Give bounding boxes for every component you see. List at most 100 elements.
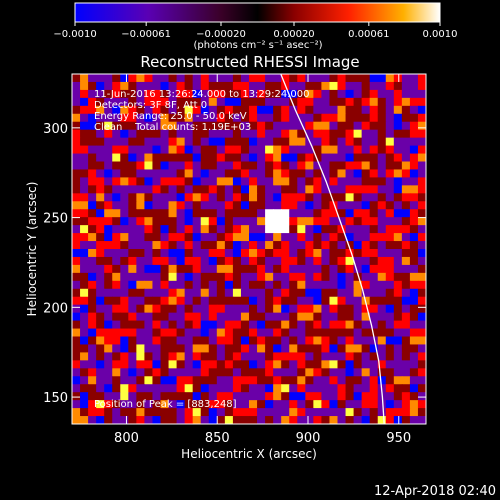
- heatmap-cell: [353, 376, 363, 385]
- heatmap-cell: [345, 201, 355, 210]
- heatmap-cell: [289, 376, 298, 385]
- heatmap-cell: [385, 320, 395, 330]
- heatmap-cell: [80, 241, 89, 250]
- heatmap-cell: [128, 360, 137, 369]
- heatmap-cell: [305, 81, 314, 91]
- heatmap-cell: [337, 169, 347, 178]
- heatmap-cell: [96, 392, 105, 401]
- heatmap-cell: [112, 97, 121, 107]
- heatmap-cell: [136, 336, 146, 346]
- heatmap-cell: [216, 400, 226, 409]
- heatmap-cell: [112, 368, 121, 377]
- heatmap-cell: [176, 344, 186, 353]
- heatmap-cell: [337, 153, 347, 163]
- heatmap-cell: [273, 233, 282, 242]
- heatmap-cell: [257, 153, 266, 163]
- heatmap-cell: [305, 344, 314, 353]
- heatmap-cell: [401, 344, 411, 353]
- heatmap-cell: [417, 153, 426, 163]
- heatmap-cell: [257, 121, 266, 131]
- heatmap-cell: [377, 320, 387, 330]
- heatmap-cell: [353, 296, 363, 306]
- heatmap-cell: [208, 384, 218, 393]
- heatmap-cell: [385, 296, 395, 306]
- heatmap-cell: [329, 113, 339, 123]
- heatmap-cell: [168, 368, 178, 377]
- heatmap-cell: [80, 89, 89, 99]
- heatmap-cell: [329, 320, 339, 330]
- heatmap-cell: [393, 336, 403, 346]
- heatmap-cell: [377, 113, 387, 123]
- heatmap-cell: [393, 400, 403, 409]
- heatmap-cell: [136, 201, 146, 210]
- heatmap-cell: [281, 368, 290, 377]
- heatmap-cell: [337, 304, 347, 314]
- heatmap-cell: [136, 121, 146, 131]
- heatmap-cell: [232, 384, 242, 393]
- heatmap-cell: [249, 376, 258, 385]
- heatmap-cell: [176, 169, 186, 178]
- heatmap-cell: [281, 376, 290, 385]
- heatmap-cell: [281, 201, 290, 210]
- heatmap-cell: [273, 296, 282, 306]
- heatmap-cell: [192, 121, 202, 131]
- heatmap-cell: [353, 225, 363, 234]
- heatmap-cell: [257, 193, 266, 202]
- heatmap-cell: [88, 360, 97, 369]
- plot-frame: [71, 73, 427, 425]
- heatmap-cell: [281, 392, 290, 401]
- heatmap-cell: [313, 74, 323, 83]
- y-tick-label: 300: [43, 122, 68, 137]
- heatmap-cell: [216, 320, 226, 330]
- heatmap-cell: [329, 352, 339, 361]
- heatmap-cell: [345, 129, 355, 139]
- heatmap-cell: [88, 193, 97, 202]
- heatmap-cell: [249, 233, 258, 242]
- heatmap-cell: [88, 225, 97, 234]
- heatmap-cell: [401, 145, 411, 155]
- heatmap-cell: [393, 89, 403, 99]
- heatmap-cell: [216, 264, 226, 274]
- colorbar-tick-label: 0.0010: [423, 29, 458, 40]
- heatmap-cell: [305, 408, 314, 417]
- heatmap-cell: [401, 336, 411, 346]
- heatmap-cell: [409, 376, 419, 385]
- heatmap-cell: [240, 201, 250, 210]
- heatmap-cell: [353, 352, 363, 361]
- heatmap-cell: [88, 296, 97, 306]
- heatmap-cell: [192, 137, 202, 147]
- heatmap-cell: [176, 113, 186, 123]
- heatmap-cell: [305, 121, 314, 131]
- heatmap-cell: [401, 400, 411, 409]
- heatmap-cell: [385, 352, 395, 361]
- heatmap-cell: [249, 169, 258, 178]
- heatmap-cell: [168, 320, 178, 330]
- heatmap-cell: [409, 105, 419, 115]
- heatmap-cell: [369, 400, 379, 409]
- heatmap-cell: [224, 169, 234, 178]
- heatmap-cell: [216, 344, 226, 353]
- heatmap-cell: [281, 89, 290, 99]
- heatmap-cell: [281, 344, 290, 353]
- heatmap-cell: [144, 312, 154, 322]
- heatmap-cell: [192, 169, 202, 178]
- heatmap-cell: [249, 241, 258, 250]
- heatmap-cell: [232, 145, 242, 155]
- heatmap-cell: [168, 241, 178, 250]
- heatmap-cell: [224, 328, 234, 338]
- heatmap-cell: [417, 249, 426, 258]
- heatmap-cell: [144, 304, 154, 314]
- heatmap-cell: [104, 336, 113, 346]
- heatmap-cell: [313, 97, 323, 107]
- heatmap-cell: [72, 416, 81, 424]
- heatmap-cell: [80, 193, 89, 202]
- heatmap-cell: [120, 344, 129, 353]
- heatmap-cell: [208, 209, 218, 218]
- heatmap-cell: [273, 201, 282, 210]
- heatmap-cell: [265, 368, 274, 377]
- heatmap-cell: [224, 280, 234, 290]
- heatmap-cell: [104, 81, 113, 91]
- heatmap-cell: [120, 193, 129, 202]
- heatmap-cell: [80, 249, 89, 258]
- heatmap-cell: [168, 97, 178, 107]
